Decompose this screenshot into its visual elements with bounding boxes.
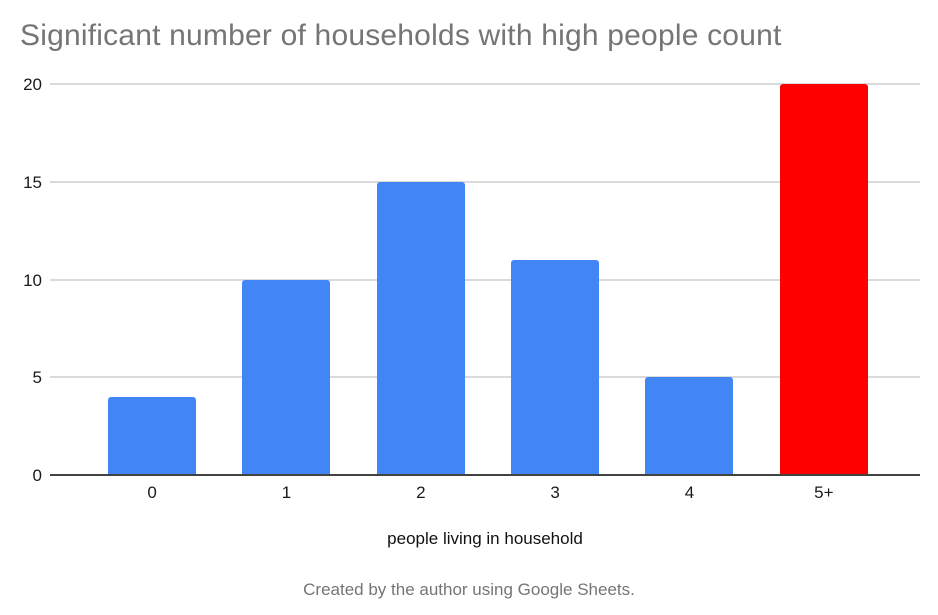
bar-4 [645, 377, 734, 475]
gridline-y-10 [50, 278, 920, 281]
plot-area [50, 83, 920, 476]
y-axis: 0 5 10 15 20 [0, 75, 44, 485]
bar-slot-1 [219, 84, 353, 475]
bar-slot-5+ [757, 84, 891, 475]
y-tick-label-15: 15 [23, 172, 42, 192]
bars-container [85, 84, 891, 475]
y-tick-label-5: 5 [32, 368, 42, 388]
chart-caption: Created by the author using Google Sheet… [303, 580, 635, 599]
bar-slot-3 [488, 84, 622, 475]
y-tick-label-20: 20 [23, 75, 42, 94]
y-tick-label-10: 10 [23, 270, 42, 290]
bar-slot-4 [622, 84, 756, 475]
x-axis-baseline [50, 474, 920, 476]
bar-5+ [779, 84, 868, 475]
chart-title: Significant number of households with hi… [20, 19, 782, 52]
y-tick-label-0: 0 [32, 466, 42, 485]
x-tick-label-5+: 5+ [814, 483, 834, 502]
gridline-y-20 [50, 83, 920, 85]
x-tick-label-3: 3 [550, 483, 560, 502]
bar-3 [511, 259, 600, 475]
x-tick-label-1: 1 [281, 483, 292, 502]
bar-2 [376, 181, 465, 475]
bar-slot-0 [85, 84, 219, 475]
x-axis-tick-labels: 0 1 2 3 4 5+ [85, 483, 891, 503]
bar-1 [242, 279, 331, 475]
gridline-y-5 [50, 376, 920, 379]
bar-0 [108, 396, 197, 475]
bar-slot-2 [354, 84, 488, 475]
x-tick-label-0: 0 [147, 483, 157, 502]
gridline-y-15 [50, 180, 920, 183]
x-tick-label-2: 2 [416, 483, 426, 502]
x-axis-title: people living in household [387, 529, 583, 548]
x-tick-label-4: 4 [684, 483, 695, 502]
